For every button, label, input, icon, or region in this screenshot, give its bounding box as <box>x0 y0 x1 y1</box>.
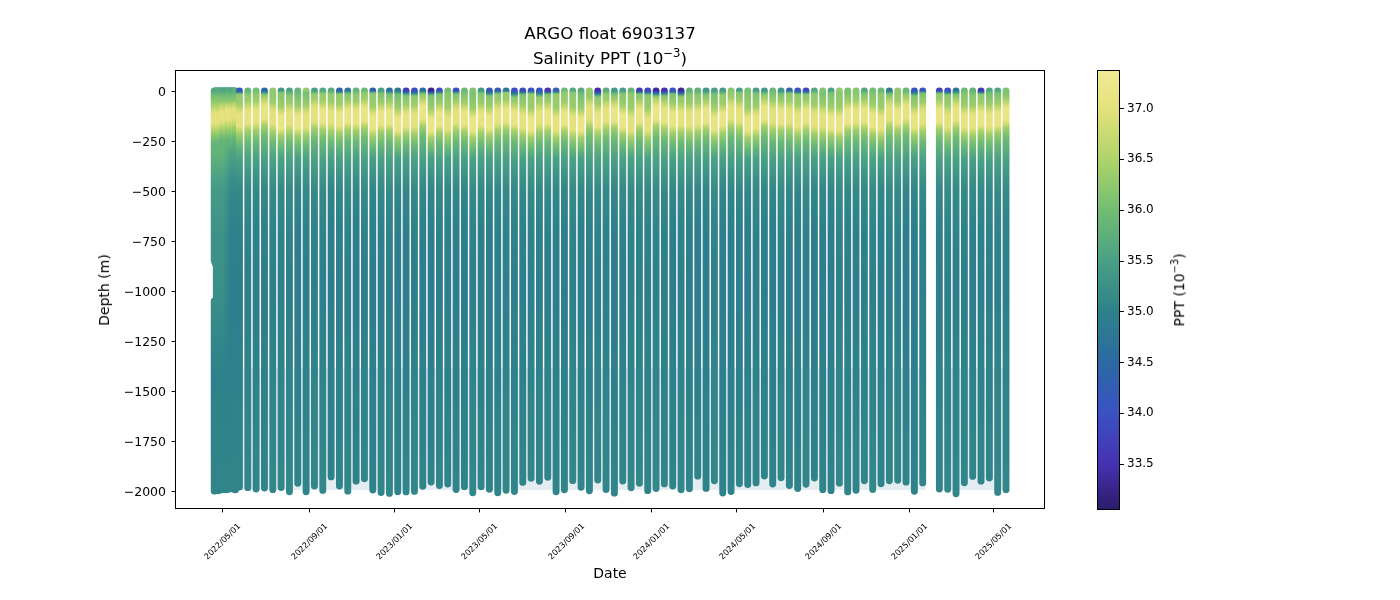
y-tick-label: −1000 <box>66 284 166 299</box>
y-tick-label: 0 <box>66 84 166 99</box>
y-tick-label: −500 <box>66 184 166 199</box>
x-axis-label: Date <box>593 565 626 581</box>
colorbar-tick-label: 36.5 <box>1127 151 1154 165</box>
y-tick-label: −1750 <box>66 434 166 449</box>
colorbar-tick-label: 37.0 <box>1127 101 1154 115</box>
colorbar-tick-label: 33.5 <box>1127 456 1154 470</box>
colorbar-tick-label: 35.0 <box>1127 304 1154 318</box>
argo-salinity-figure: ARGO float 6903137 Salinity PPT (10−3) D… <box>0 0 1400 600</box>
y-tick-label: −250 <box>66 134 166 149</box>
y-tick-label: −750 <box>66 234 166 249</box>
colorbar-tick-label: 34.5 <box>1127 355 1154 369</box>
colorbar-tick-label: 34.0 <box>1127 405 1154 419</box>
chart-subtitle: Salinity PPT (10−3) <box>533 46 687 68</box>
colorbar-label: PPT (10−3) <box>1169 253 1187 326</box>
y-tick-label: −1250 <box>66 334 166 349</box>
y-tick-label: −2000 <box>66 484 166 499</box>
chart-title: ARGO float 6903137 <box>524 23 696 43</box>
salinity-profile-plot <box>0 0 1400 600</box>
colorbar-tick-label: 36.0 <box>1127 202 1154 216</box>
colorbar-tick-label: 35.5 <box>1127 253 1154 267</box>
y-tick-label: −1500 <box>66 384 166 399</box>
